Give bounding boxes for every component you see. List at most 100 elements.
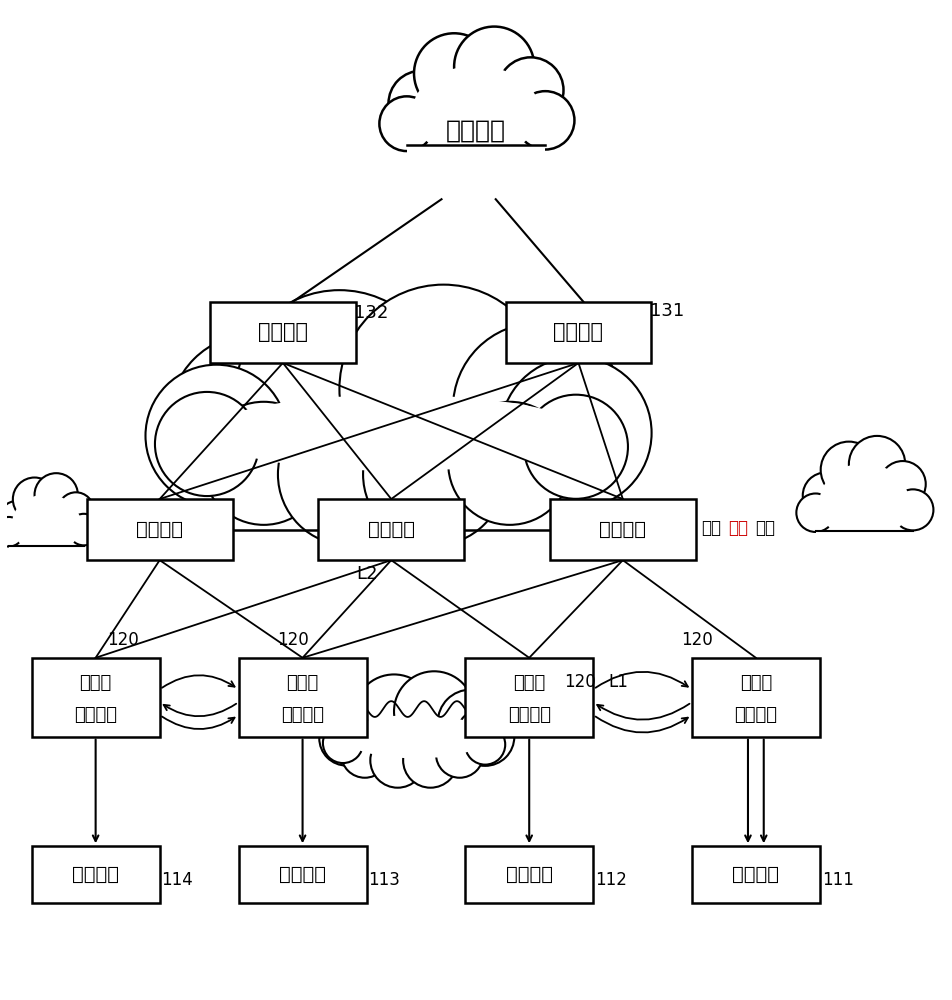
Bar bbox=[692, 658, 820, 737]
Circle shape bbox=[0, 501, 34, 536]
Bar bbox=[407, 145, 545, 162]
FancyArrowPatch shape bbox=[596, 717, 688, 733]
Circle shape bbox=[453, 323, 624, 493]
Bar bbox=[210, 302, 356, 363]
Circle shape bbox=[849, 436, 905, 492]
Circle shape bbox=[202, 402, 326, 525]
FancyArrowPatch shape bbox=[162, 675, 234, 688]
Bar bbox=[816, 530, 913, 546]
Text: 接入设备: 接入设备 bbox=[281, 706, 324, 724]
Bar bbox=[692, 846, 820, 903]
Circle shape bbox=[370, 733, 425, 788]
Text: 114: 114 bbox=[162, 871, 193, 889]
Circle shape bbox=[414, 33, 494, 114]
Text: 接入设备: 接入设备 bbox=[507, 706, 550, 724]
Circle shape bbox=[498, 57, 564, 123]
Circle shape bbox=[58, 492, 93, 528]
Circle shape bbox=[340, 285, 547, 493]
Text: 传输设备: 传输设备 bbox=[600, 520, 646, 539]
Text: 接入设备: 接入设备 bbox=[74, 706, 117, 724]
Text: 二层: 二层 bbox=[728, 519, 748, 537]
Circle shape bbox=[454, 27, 534, 107]
Bar bbox=[31, 658, 160, 737]
Circle shape bbox=[388, 71, 454, 136]
Text: 111: 111 bbox=[822, 871, 854, 889]
Circle shape bbox=[155, 392, 259, 496]
Text: 传输设备: 传输设备 bbox=[367, 520, 415, 539]
Text: 120: 120 bbox=[681, 631, 713, 649]
Circle shape bbox=[0, 517, 24, 547]
Text: 主机设备: 主机设备 bbox=[732, 865, 780, 884]
Circle shape bbox=[380, 96, 434, 151]
Circle shape bbox=[880, 461, 925, 507]
Circle shape bbox=[13, 478, 56, 521]
Text: 服务器: 服务器 bbox=[740, 674, 772, 692]
Text: L1: L1 bbox=[608, 673, 627, 691]
Circle shape bbox=[328, 696, 394, 762]
Text: 120: 120 bbox=[108, 631, 139, 649]
Circle shape bbox=[323, 723, 363, 763]
Circle shape bbox=[319, 711, 374, 766]
Bar bbox=[239, 846, 367, 903]
Text: 网关设备: 网关设备 bbox=[553, 322, 604, 342]
Circle shape bbox=[456, 707, 514, 766]
Bar bbox=[466, 846, 593, 903]
Text: L2: L2 bbox=[356, 565, 377, 583]
Circle shape bbox=[146, 365, 288, 507]
Text: 主机设备: 主机设备 bbox=[506, 865, 553, 884]
Bar bbox=[239, 658, 367, 737]
Bar bbox=[9, 545, 84, 557]
Circle shape bbox=[438, 690, 504, 755]
Circle shape bbox=[821, 442, 877, 498]
Ellipse shape bbox=[207, 395, 585, 471]
Circle shape bbox=[235, 290, 444, 498]
Text: 边缘: 边缘 bbox=[701, 519, 721, 537]
FancyArrowPatch shape bbox=[597, 704, 689, 720]
Text: 三层网络: 三层网络 bbox=[446, 118, 506, 142]
Circle shape bbox=[354, 674, 434, 755]
Text: 主机设备: 主机设备 bbox=[72, 865, 119, 884]
Circle shape bbox=[403, 733, 458, 788]
Text: 服务器: 服务器 bbox=[80, 674, 111, 692]
Text: 112: 112 bbox=[595, 871, 627, 889]
Circle shape bbox=[797, 493, 835, 532]
FancyArrowPatch shape bbox=[596, 672, 688, 688]
Circle shape bbox=[516, 91, 574, 150]
Circle shape bbox=[500, 357, 651, 509]
Text: 接入设备: 接入设备 bbox=[734, 706, 778, 724]
FancyArrowPatch shape bbox=[164, 704, 236, 716]
Text: 113: 113 bbox=[368, 871, 400, 889]
Text: 131: 131 bbox=[650, 302, 684, 320]
Circle shape bbox=[363, 403, 505, 545]
Circle shape bbox=[169, 334, 340, 504]
Bar bbox=[87, 499, 232, 560]
Circle shape bbox=[892, 489, 933, 530]
Text: 传输设备: 传输设备 bbox=[136, 520, 183, 539]
Circle shape bbox=[34, 473, 78, 517]
Circle shape bbox=[803, 472, 849, 519]
Circle shape bbox=[466, 724, 506, 765]
Text: 网络: 网络 bbox=[755, 519, 775, 537]
Bar bbox=[506, 302, 651, 363]
Bar bbox=[318, 499, 465, 560]
Circle shape bbox=[278, 403, 420, 545]
Text: 132: 132 bbox=[354, 304, 388, 322]
Ellipse shape bbox=[343, 715, 488, 758]
Circle shape bbox=[68, 514, 100, 545]
Circle shape bbox=[341, 730, 388, 778]
Ellipse shape bbox=[412, 66, 540, 158]
Text: 主机设备: 主机设备 bbox=[279, 865, 327, 884]
Text: 服务器: 服务器 bbox=[513, 674, 545, 692]
Circle shape bbox=[448, 402, 571, 525]
Circle shape bbox=[524, 395, 628, 499]
Bar bbox=[466, 658, 593, 737]
Text: 120: 120 bbox=[565, 673, 596, 691]
Ellipse shape bbox=[820, 463, 909, 542]
Circle shape bbox=[394, 671, 474, 752]
Text: 120: 120 bbox=[277, 631, 308, 649]
Circle shape bbox=[436, 730, 484, 778]
Text: 服务器: 服务器 bbox=[287, 674, 319, 692]
FancyArrowPatch shape bbox=[162, 717, 234, 729]
Bar bbox=[550, 499, 696, 560]
Text: 网关设备: 网关设备 bbox=[258, 322, 307, 342]
